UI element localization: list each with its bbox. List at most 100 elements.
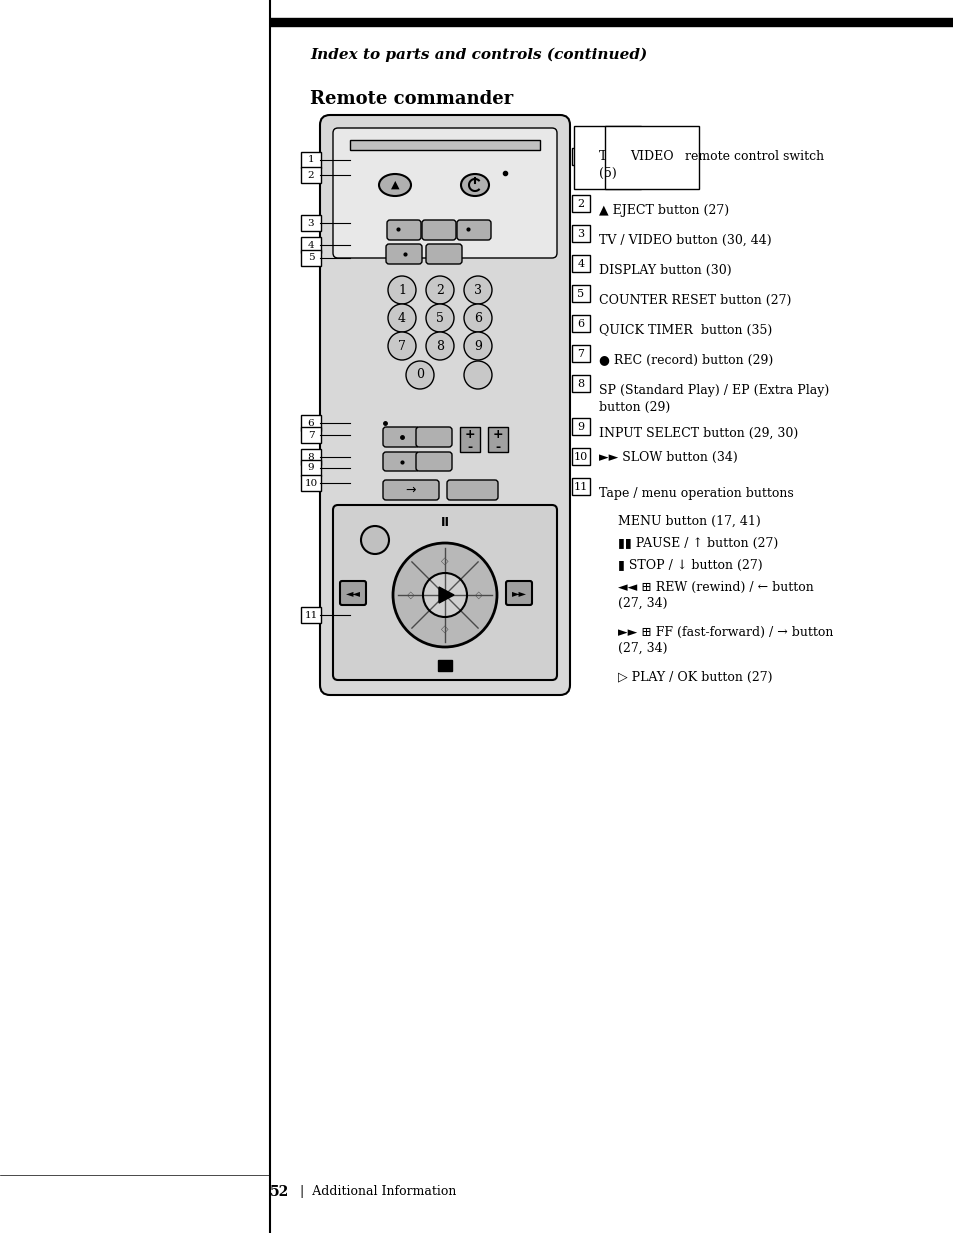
Text: 8: 8 (577, 379, 584, 388)
Text: VIDEO: VIDEO (629, 150, 673, 164)
FancyBboxPatch shape (301, 416, 320, 432)
FancyBboxPatch shape (572, 224, 589, 242)
Text: |  Additional Information: | Additional Information (299, 1185, 456, 1198)
Text: 6: 6 (474, 312, 481, 324)
Bar (488, 427, 507, 453)
Text: remote control switch: remote control switch (684, 150, 823, 164)
FancyBboxPatch shape (319, 115, 569, 695)
FancyBboxPatch shape (572, 418, 589, 435)
FancyBboxPatch shape (382, 480, 438, 501)
Bar (459, 427, 479, 453)
FancyBboxPatch shape (301, 460, 320, 476)
FancyBboxPatch shape (416, 427, 452, 448)
Text: ▷ PLAY / OK button (27): ▷ PLAY / OK button (27) (618, 671, 772, 684)
Circle shape (463, 305, 492, 332)
Text: 5: 5 (577, 289, 584, 298)
Text: COUNTER RESET button (27): COUNTER RESET button (27) (598, 293, 791, 307)
FancyBboxPatch shape (301, 475, 320, 491)
Text: 10: 10 (574, 453, 587, 462)
FancyBboxPatch shape (572, 314, 589, 332)
Text: 3: 3 (474, 284, 481, 296)
Text: 0: 0 (416, 369, 423, 381)
Text: 5: 5 (436, 312, 443, 324)
Text: 9: 9 (577, 422, 584, 432)
Text: 2: 2 (308, 170, 314, 180)
Text: Tape / menu operation buttons: Tape / menu operation buttons (598, 487, 793, 501)
Text: 6: 6 (308, 418, 314, 428)
Text: 2: 2 (577, 199, 584, 210)
Text: SP (Standard Play) / EP (Extra Play)
button (29): SP (Standard Play) / EP (Extra Play) but… (598, 383, 828, 414)
Text: ►► ⊞ FF (fast-forward) / → button
(27, 34): ►► ⊞ FF (fast-forward) / → button (27, 3… (618, 626, 833, 655)
Text: II: II (440, 517, 449, 529)
FancyBboxPatch shape (572, 195, 589, 212)
Text: 9: 9 (308, 464, 314, 472)
Text: DISPLAY button (30): DISPLAY button (30) (598, 264, 731, 277)
Circle shape (426, 305, 454, 332)
Text: ▮▮ PAUSE / ↑ button (27): ▮▮ PAUSE / ↑ button (27) (618, 538, 778, 550)
Text: TV: TV (598, 150, 616, 164)
Circle shape (426, 332, 454, 360)
Text: 3: 3 (308, 218, 314, 228)
Text: 8: 8 (436, 339, 443, 353)
Circle shape (426, 276, 454, 305)
Circle shape (388, 305, 416, 332)
FancyBboxPatch shape (301, 237, 320, 253)
Text: 11: 11 (574, 482, 587, 492)
Text: ▲ EJECT button (27): ▲ EJECT button (27) (598, 203, 728, 217)
Text: ▮ STOP / ↓ button (27): ▮ STOP / ↓ button (27) (618, 559, 761, 572)
FancyBboxPatch shape (301, 166, 320, 182)
Text: ● REC (record) button (29): ● REC (record) button (29) (598, 354, 773, 367)
FancyBboxPatch shape (333, 506, 557, 681)
FancyBboxPatch shape (301, 607, 320, 623)
Text: INPUT SELECT button (29, 30): INPUT SELECT button (29, 30) (598, 427, 798, 440)
Text: ◇: ◇ (475, 591, 482, 600)
Text: /: / (620, 150, 624, 164)
FancyBboxPatch shape (572, 345, 589, 363)
Text: ◇: ◇ (441, 556, 448, 566)
Text: -: - (467, 440, 472, 454)
Text: 7: 7 (397, 339, 406, 353)
Text: 1: 1 (308, 155, 314, 164)
FancyBboxPatch shape (339, 581, 366, 605)
FancyBboxPatch shape (333, 128, 557, 258)
Bar (437, 660, 452, 671)
FancyBboxPatch shape (572, 255, 589, 272)
FancyBboxPatch shape (382, 453, 418, 471)
FancyBboxPatch shape (572, 448, 589, 465)
FancyBboxPatch shape (421, 219, 456, 240)
Text: QUICK TIMER  button (35): QUICK TIMER button (35) (598, 324, 771, 337)
Circle shape (388, 276, 416, 305)
Circle shape (463, 332, 492, 360)
Text: ▲: ▲ (391, 180, 399, 190)
Text: 4: 4 (397, 312, 406, 324)
Circle shape (463, 276, 492, 305)
Ellipse shape (378, 174, 411, 196)
Circle shape (422, 573, 467, 616)
Text: Index to parts and controls (continued): Index to parts and controls (continued) (310, 48, 646, 63)
Text: 1: 1 (577, 152, 584, 162)
Text: 7: 7 (577, 349, 584, 359)
Text: -: - (495, 440, 500, 454)
FancyBboxPatch shape (572, 285, 589, 302)
FancyBboxPatch shape (301, 427, 320, 443)
FancyBboxPatch shape (387, 219, 420, 240)
FancyBboxPatch shape (301, 250, 320, 266)
Text: ◇: ◇ (441, 624, 448, 634)
Text: 11: 11 (304, 610, 317, 619)
FancyBboxPatch shape (505, 581, 532, 605)
Text: 4: 4 (577, 259, 584, 269)
Text: ►►: ►► (511, 588, 526, 598)
Text: 4: 4 (308, 240, 314, 249)
Text: (5): (5) (598, 166, 616, 180)
Circle shape (463, 361, 492, 388)
FancyBboxPatch shape (382, 427, 418, 448)
Text: Remote commander: Remote commander (310, 90, 513, 109)
FancyBboxPatch shape (572, 375, 589, 392)
Text: +: + (464, 429, 475, 441)
FancyBboxPatch shape (456, 219, 491, 240)
Text: 1: 1 (397, 284, 406, 296)
FancyBboxPatch shape (301, 152, 320, 168)
Polygon shape (438, 587, 454, 603)
Text: 7: 7 (308, 430, 314, 439)
Circle shape (393, 543, 497, 647)
